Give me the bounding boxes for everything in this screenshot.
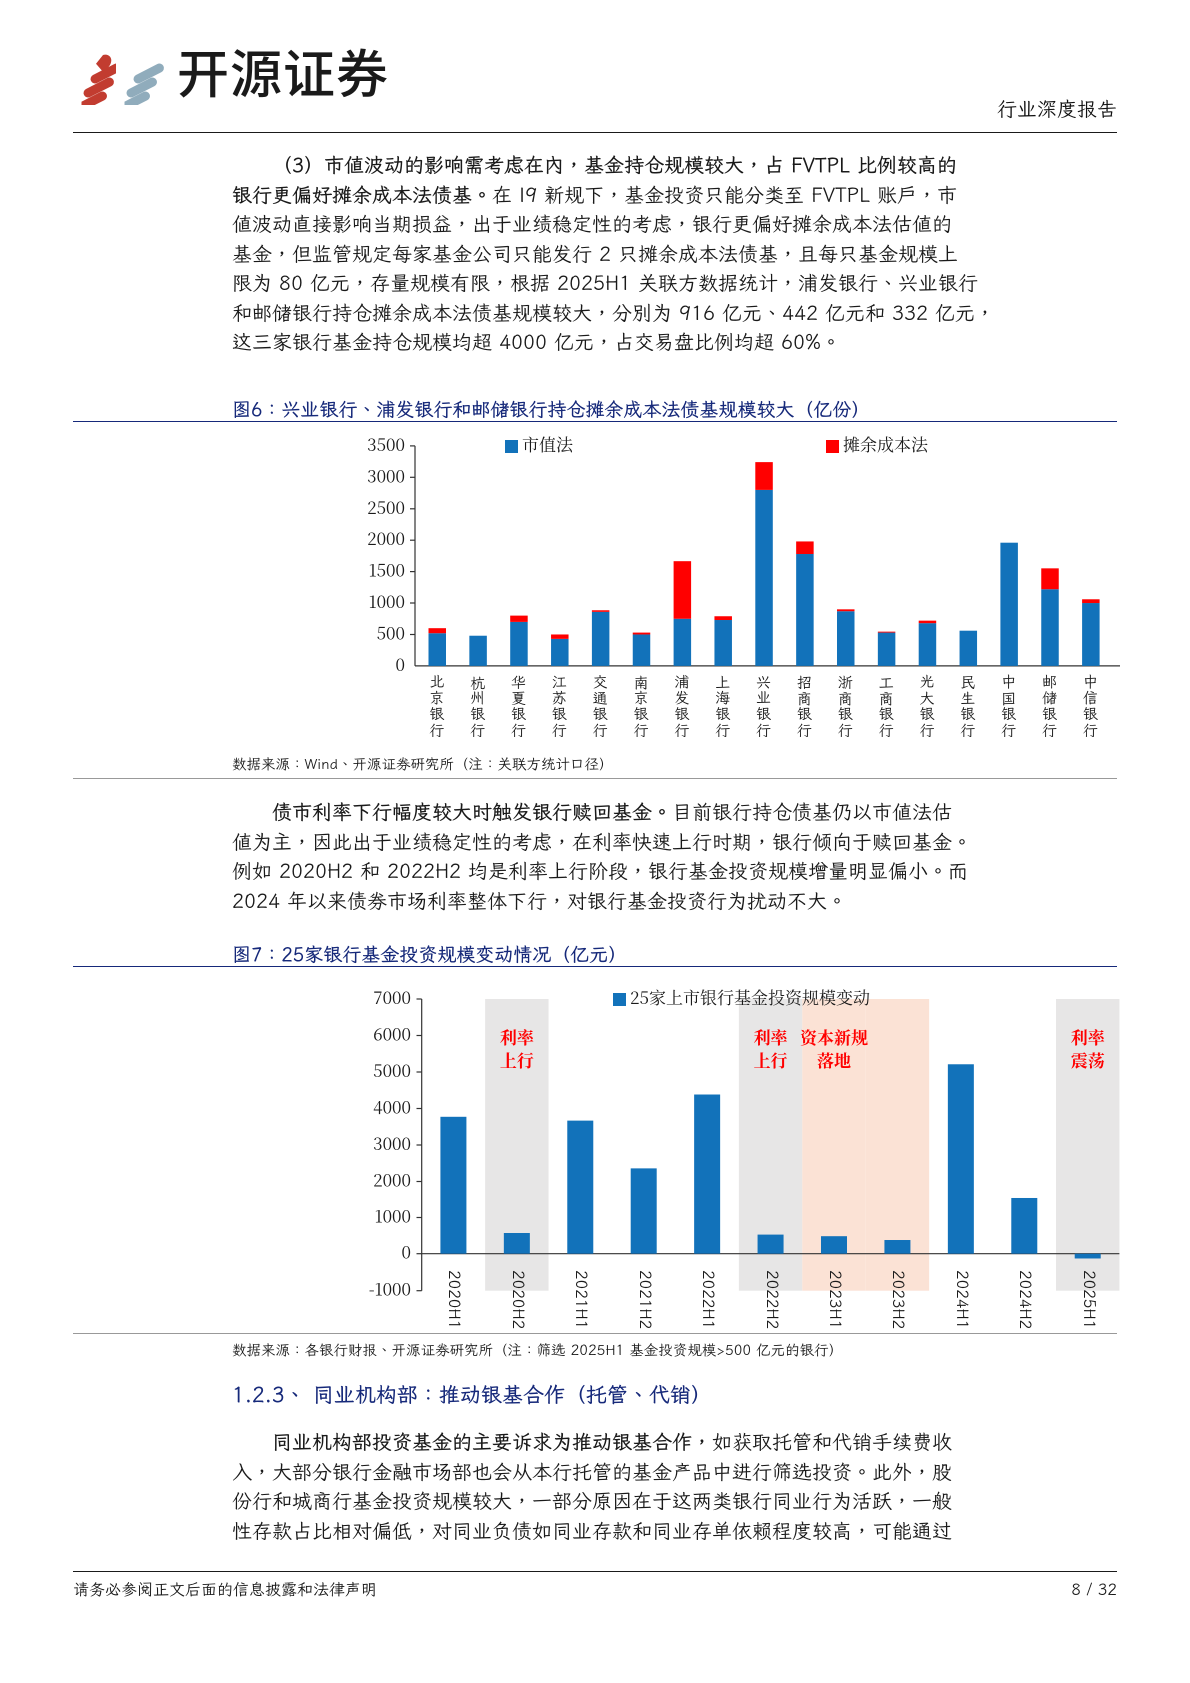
svg-text:3000: 3000 bbox=[367, 462, 405, 487]
svg-text:利率: 利率 bbox=[754, 1024, 789, 1049]
svg-text:上行: 上行 bbox=[754, 1047, 788, 1072]
svg-text:利率: 利率 bbox=[500, 1024, 535, 1049]
svg-text:利率: 利率 bbox=[1071, 1024, 1106, 1049]
svg-text:资本新规: 资本新规 bbox=[800, 1024, 868, 1049]
svg-text:5000: 5000 bbox=[373, 1057, 411, 1082]
svg-text:7000: 7000 bbox=[373, 984, 411, 1009]
svg-text:震荡: 震荡 bbox=[1071, 1047, 1105, 1072]
svg-text:2500: 2500 bbox=[367, 494, 405, 519]
svg-text:6000: 6000 bbox=[373, 1021, 411, 1046]
svg-text:开源证券: 开源证券 bbox=[177, 33, 389, 105]
svg-text:3000: 3000 bbox=[373, 1130, 411, 1155]
svg-text:摊余成本法: 摊余成本法 bbox=[843, 435, 929, 456]
svg-text:25家上市银行基金投资规模变动: 25家上市银行基金投资规模变动 bbox=[630, 984, 870, 1009]
svg-text:上行: 上行 bbox=[500, 1047, 534, 1072]
svg-text:市值法: 市值法 bbox=[522, 435, 574, 456]
svg-text:4000: 4000 bbox=[373, 1094, 411, 1119]
svg-text:1000: 1000 bbox=[369, 588, 405, 613]
svg-text:1000: 1000 bbox=[375, 1203, 411, 1228]
svg-text:3500: 3500 bbox=[367, 435, 405, 456]
svg-text:2000: 2000 bbox=[373, 1167, 411, 1192]
svg-text:500: 500 bbox=[377, 620, 405, 645]
svg-text:2000: 2000 bbox=[367, 525, 405, 550]
svg-text:1500: 1500 bbox=[369, 557, 405, 582]
svg-text:落地: 落地 bbox=[817, 1047, 851, 1072]
